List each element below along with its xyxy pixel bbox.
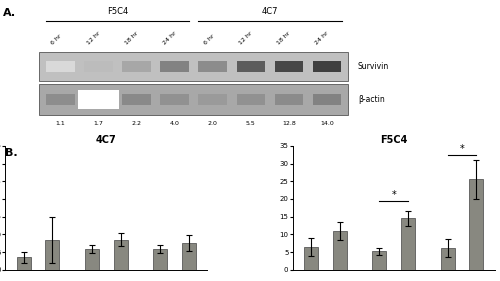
Text: 18 hr: 18 hr — [276, 30, 291, 45]
Text: 1.7: 1.7 — [94, 121, 104, 126]
Text: 18 hr: 18 hr — [124, 30, 139, 45]
Text: 14.0: 14.0 — [320, 121, 334, 126]
Bar — [40, 52, 348, 81]
Title: 4C7: 4C7 — [96, 135, 116, 145]
Bar — [182, 243, 196, 270]
Bar — [312, 94, 341, 105]
Text: Survivin: Survivin — [358, 62, 389, 71]
Bar — [160, 61, 189, 72]
Text: *: * — [392, 190, 396, 200]
Bar — [160, 94, 189, 105]
Bar — [84, 61, 112, 72]
Bar — [16, 257, 30, 270]
Bar — [236, 94, 265, 105]
Bar — [85, 249, 99, 270]
Text: *: * — [460, 144, 464, 154]
Bar — [401, 218, 415, 270]
Bar — [46, 240, 60, 270]
Bar — [198, 94, 227, 105]
Bar — [274, 61, 303, 72]
Bar — [470, 180, 484, 270]
Text: A.: A. — [2, 8, 16, 19]
Bar — [372, 251, 386, 270]
Bar — [274, 94, 303, 105]
Text: 4.0: 4.0 — [170, 121, 179, 126]
Bar — [440, 248, 454, 270]
Text: 12 hr: 12 hr — [86, 30, 101, 45]
Text: 2.0: 2.0 — [208, 121, 218, 126]
Text: 5.5: 5.5 — [246, 121, 256, 126]
Bar — [114, 240, 128, 270]
Bar — [78, 90, 118, 109]
Bar — [312, 61, 341, 72]
Text: B.: B. — [5, 148, 18, 158]
Text: 4C7: 4C7 — [262, 7, 278, 16]
Text: F5C4: F5C4 — [107, 7, 128, 16]
Bar — [304, 247, 318, 270]
Bar — [333, 231, 347, 270]
Text: 6 hr: 6 hr — [203, 33, 215, 45]
Text: 6 hr: 6 hr — [50, 33, 63, 45]
Bar — [40, 84, 348, 115]
Text: β-actin: β-actin — [358, 95, 384, 104]
Bar — [198, 61, 227, 72]
Bar — [46, 61, 74, 72]
Bar — [153, 249, 167, 270]
Text: 24 hr: 24 hr — [314, 30, 330, 45]
Text: 24 hr: 24 hr — [162, 30, 177, 45]
Bar — [46, 94, 74, 105]
Bar — [122, 94, 150, 105]
Title: F5C4: F5C4 — [380, 135, 407, 145]
Text: 12 hr: 12 hr — [238, 30, 253, 45]
Bar — [236, 61, 265, 72]
Text: 1.1: 1.1 — [56, 121, 65, 126]
Text: 2.2: 2.2 — [132, 121, 141, 126]
Bar — [122, 61, 150, 72]
Text: 12.8: 12.8 — [282, 121, 296, 126]
